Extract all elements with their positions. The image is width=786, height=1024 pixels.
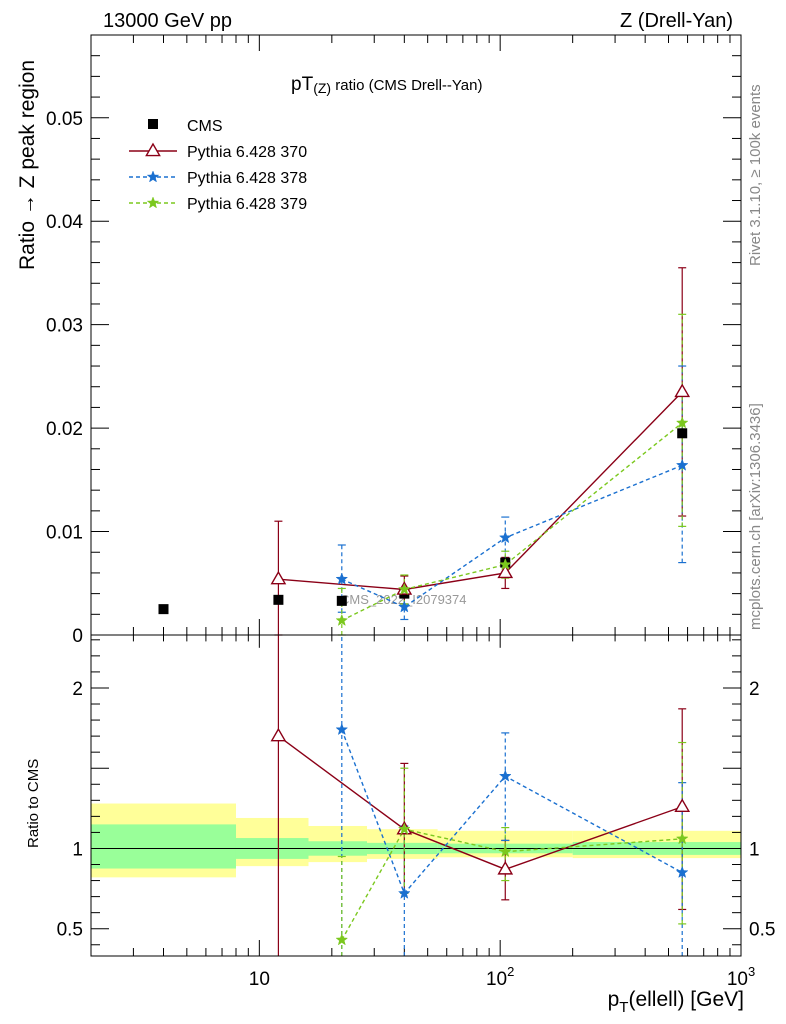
legend-label-cms: CMS (187, 118, 223, 135)
series-marker-1 (335, 572, 349, 585)
x-axis-title-rest: (ellell) [GeV] (628, 988, 744, 1011)
ratio-marker-0 (674, 798, 691, 812)
analysis-watermark: CMS_2022_I2079374 (340, 592, 467, 607)
series-line-2 (341, 422, 683, 622)
series-marker-1 (397, 600, 411, 613)
top-y-tick-label: 0.05 (46, 109, 83, 130)
x-axis-title-sub: T (619, 999, 628, 1016)
bottom-y-tick-label: 1 (72, 839, 83, 860)
x-axis-title-main: p (608, 988, 620, 1011)
series-marker-1 (498, 531, 512, 544)
legend-marker-2 (146, 196, 160, 209)
cms-data-point (336, 595, 347, 606)
series-marker-0 (270, 570, 287, 585)
x-tick-label: 103 (727, 964, 755, 990)
bottom-y-tick-label-right: 1 (749, 839, 760, 860)
legend-marker-cms (148, 119, 158, 129)
ratio-marker-0 (497, 860, 514, 875)
mcplots-label: mcplots.cern.ch [arXiv:1306.3436] (747, 403, 764, 630)
series-marker-2 (397, 582, 411, 595)
series-marker-1 (675, 458, 689, 471)
top-y-tick-label: 0.02 (46, 419, 83, 440)
series-marker-2 (675, 416, 689, 429)
bottom-panel-data (270, 635, 691, 956)
top-y-tick-label: 0 (72, 626, 83, 647)
chart-title-sub: (Z) (313, 80, 331, 96)
ratio-marker-1 (397, 886, 411, 899)
rivet-label: Rivet 3.1.10, ≥ 100k events (747, 84, 764, 266)
top-y-tick-label: 0.03 (46, 316, 83, 337)
chart-title-main: pT (291, 74, 314, 95)
ratio-line-2 (341, 828, 683, 941)
series-marker-2 (498, 558, 512, 571)
legend-label-0: Pythia 6.428 370 (187, 144, 307, 161)
bottom-y-tick-label-right: 0.5 (749, 920, 775, 941)
x-tick-label: 102 (486, 964, 514, 990)
band-inner-0 (91, 824, 236, 869)
ratio-marker-0 (270, 727, 287, 742)
cms-data-point (273, 594, 284, 605)
legend-marker-1 (146, 170, 160, 183)
x-axis-title: pT(ellell) [GeV] (608, 988, 744, 1016)
ratio-marker-2 (498, 845, 512, 858)
top-y-tick-label: 0.04 (46, 212, 83, 233)
bottom-panel-frame (90, 634, 742, 957)
series-line-0 (278, 391, 683, 591)
ratio-marker-1 (335, 722, 349, 736)
bottom-y-axis-title: Ratio to CMS (25, 759, 42, 848)
ratio-marker-2 (397, 822, 411, 835)
top-y-axis-title: Ratio → Z peak region (16, 60, 39, 270)
header-right: Z (Drell-Yan) (620, 10, 733, 32)
legend-label-1: Pythia 6.428 378 (187, 170, 307, 187)
bottom-y-tick-label: 2 (72, 679, 83, 700)
x-tick-label: 10 (249, 969, 270, 990)
legend-label-2: Pythia 6.428 379 (187, 196, 307, 213)
header-left: 13000 GeV pp (103, 10, 232, 32)
series-marker-0 (497, 564, 514, 579)
x-tick-label-exponent: 2 (507, 964, 514, 979)
top-y-tick-label: 0.01 (46, 523, 83, 544)
cms-data-point (677, 428, 688, 439)
cms-data-point (158, 604, 169, 615)
x-tick-label-exponent: 3 (748, 964, 755, 979)
ratio-line-1 (341, 729, 683, 895)
series-marker-2 (335, 613, 349, 626)
series-marker-0 (674, 383, 691, 398)
chart-title: pT(Z) ratio (CMS Drell--Yan) (291, 74, 482, 96)
bottom-y-tick-label: 0.5 (57, 920, 83, 941)
ratio-marker-1 (498, 769, 512, 782)
uncertainty-bands (91, 803, 741, 878)
ratio-marker-2 (335, 933, 349, 946)
series-line-1 (341, 464, 683, 608)
legend-marker-0 (145, 142, 161, 157)
legend: CMS Pythia 6.428 370 Pythia 6.428 378 Pythi… (129, 118, 307, 213)
chart-title-rest: ratio (CMS Drell--Yan) (331, 77, 482, 94)
top-panel-data (158, 267, 691, 636)
bottom-y-tick-label-right: 2 (749, 679, 760, 700)
ratio-marker-2 (675, 832, 689, 845)
ratio-marker-1 (675, 865, 689, 878)
ratio-line-0 (277, 735, 683, 871)
